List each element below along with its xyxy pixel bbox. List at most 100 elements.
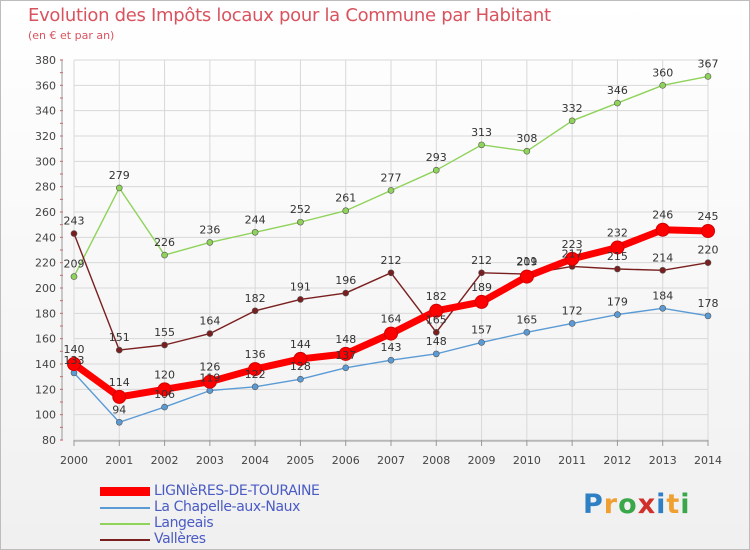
legend-swatch	[100, 523, 150, 525]
x-tick-label: 2007	[377, 454, 405, 467]
data-label: 182	[426, 290, 447, 303]
data-point	[523, 329, 531, 336]
data-label: 106	[154, 388, 175, 401]
data-label: 232	[607, 226, 628, 239]
data-label: 137	[335, 349, 356, 362]
data-label: 122	[245, 368, 266, 381]
data-point	[297, 375, 304, 383]
data-point	[342, 207, 350, 215]
data-point	[251, 383, 259, 391]
data-label: 214	[652, 251, 673, 264]
y-tick-label: 180	[35, 307, 56, 320]
data-label: 220	[698, 244, 719, 257]
data-point	[293, 351, 308, 366]
data-point	[568, 117, 576, 125]
data-label: 212	[381, 254, 402, 267]
data-point	[387, 269, 395, 277]
y-tick-label: 80	[42, 434, 56, 447]
data-label: 236	[199, 223, 220, 236]
data-label: 217	[562, 247, 583, 260]
data-point	[568, 320, 576, 327]
x-tick-label: 2010	[513, 454, 541, 467]
data-label: 119	[199, 372, 220, 385]
data-point	[342, 289, 350, 297]
data-point	[478, 269, 485, 277]
data-point	[206, 239, 214, 246]
data-point	[202, 374, 217, 389]
legend-label: La Chapelle-aux-Naux	[154, 499, 301, 515]
data-label: 332	[562, 102, 583, 115]
data-label: 191	[290, 280, 311, 293]
y-tick-label: 100	[35, 409, 56, 422]
data-label: 245	[698, 210, 719, 223]
data-label: 165	[426, 313, 447, 326]
data-point	[655, 222, 670, 237]
data-label: 252	[290, 203, 311, 216]
data-point	[659, 82, 667, 89]
y-tick-label: 260	[35, 206, 56, 219]
x-tick-label: 2002	[151, 454, 179, 467]
brand-letter: i	[680, 489, 691, 520]
y-tick-label: 340	[35, 105, 56, 118]
data-label: 196	[335, 274, 356, 287]
data-label: 164	[381, 313, 402, 326]
data-point	[115, 346, 123, 354]
brand-letter: r	[603, 489, 619, 520]
data-point	[206, 330, 214, 337]
data-label: 261	[335, 192, 356, 205]
x-tick-label: 2003	[196, 454, 224, 467]
x-tick-label: 2000	[60, 454, 88, 467]
data-point	[115, 184, 123, 192]
series-layer	[67, 73, 715, 426]
x-tick-label: 2004	[241, 454, 269, 467]
data-label: 346	[607, 84, 628, 97]
brand-logo: Proxiti	[583, 489, 691, 520]
data-point	[387, 187, 395, 194]
data-point	[478, 339, 485, 346]
data-point	[157, 382, 172, 397]
data-label: 140	[64, 343, 85, 356]
data-point	[338, 346, 353, 361]
x-tick-label: 2006	[332, 454, 360, 467]
y-tick-label: 380	[35, 54, 56, 67]
data-label: 178	[698, 297, 719, 310]
data-label: 215	[607, 250, 628, 263]
data-label: 279	[109, 169, 130, 182]
legend-swatch	[100, 487, 150, 496]
data-point	[659, 266, 667, 274]
data-point	[161, 403, 168, 411]
legend-label: Langeais	[154, 515, 214, 531]
y-tick-label: 140	[35, 358, 56, 371]
legend-swatch	[100, 539, 150, 541]
data-label: 155	[154, 326, 175, 339]
y-tick-label: 300	[35, 155, 56, 168]
data-label: 179	[607, 296, 628, 309]
data-label: 148	[426, 335, 447, 348]
x-tick-label: 2012	[603, 454, 631, 467]
data-label: 126	[199, 361, 220, 374]
data-label: 143	[381, 341, 402, 354]
data-point	[614, 311, 621, 318]
data-point	[614, 265, 621, 273]
data-label: 120	[154, 368, 175, 381]
data-point	[161, 341, 168, 349]
data-point	[659, 304, 667, 312]
data-point	[161, 251, 168, 259]
brand-letter: x	[637, 489, 657, 520]
data-label: 226	[154, 236, 175, 249]
data-label: 133	[64, 354, 85, 367]
y-tick-label: 360	[35, 79, 56, 92]
axes: 80 100 120 140 160 180 200 220 240 260 280 300 320 34…	[35, 54, 722, 467]
data-point	[565, 251, 580, 266]
y-tick-label: 160	[35, 333, 56, 346]
data-point	[704, 73, 712, 80]
x-tick-label: 2008	[422, 454, 450, 467]
data-label: 94	[112, 403, 126, 416]
chart-subtitle: (en € et par an)	[28, 29, 115, 42]
data-label: 209	[64, 258, 85, 271]
brand-letter: t	[666, 489, 681, 520]
data-label: 244	[245, 213, 266, 226]
data-label: 211	[516, 255, 537, 268]
data-label: 293	[426, 151, 447, 164]
data-point	[704, 259, 712, 266]
